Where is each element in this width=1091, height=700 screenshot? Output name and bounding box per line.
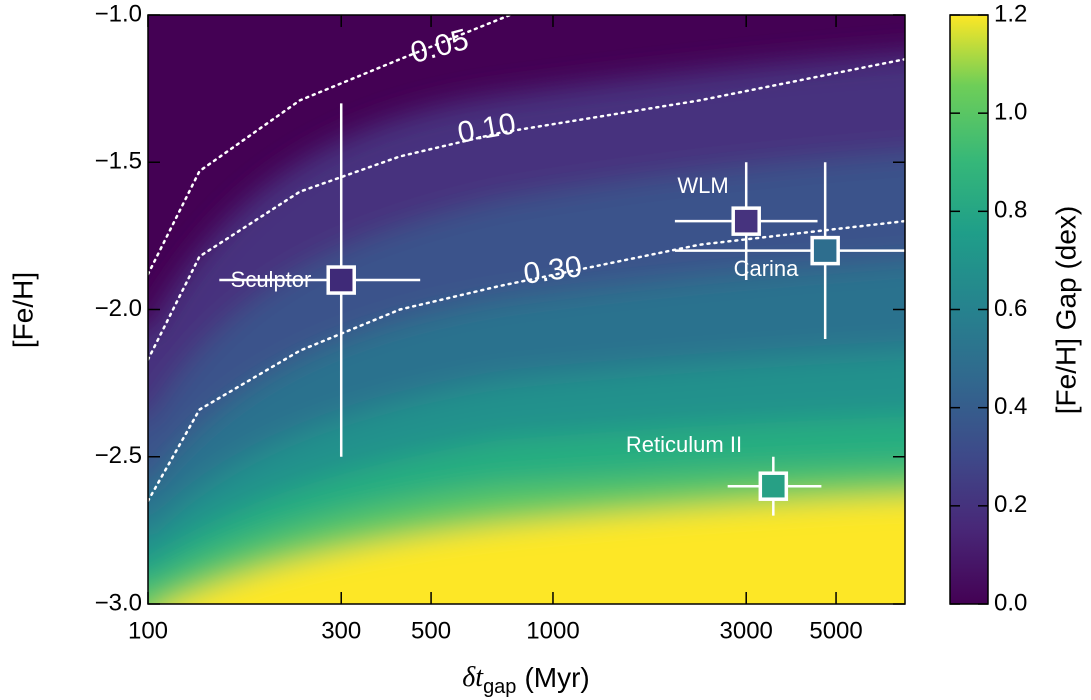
colorbar-tick-label: 1.0	[994, 99, 1027, 126]
y-tick-label: −1.5	[95, 148, 142, 175]
y-tick-label: −3.0	[95, 589, 142, 616]
colorbar-tick-label: 0.8	[994, 197, 1027, 224]
point-marker	[731, 206, 761, 236]
colorbar-tick-label: 0.4	[994, 393, 1027, 420]
colorbar-tick-label: 0.2	[994, 491, 1027, 518]
colorbar-tick-label: 1.2	[994, 0, 1027, 27]
x-tick-label: 1000	[526, 617, 579, 644]
x-axis-label: δtgap (Myr)	[462, 662, 589, 698]
x-tick-label: 300	[321, 617, 361, 644]
y-tick-label: −2.5	[95, 442, 142, 469]
point-label: Reticulum II	[626, 432, 742, 457]
colorbar-tick-label: 0.6	[994, 295, 1027, 322]
x-label-sub: gap	[483, 676, 516, 698]
point-marker	[810, 235, 840, 266]
x-tick-label: 500	[411, 617, 451, 644]
y-axis-label: [Fe/H]	[7, 272, 38, 348]
contour-line	[146, 13, 512, 276]
x-tick-label: 5000	[809, 617, 862, 644]
x-label-unit: (Myr)	[524, 662, 589, 693]
contour-line	[146, 57, 907, 361]
point-label: Carina	[734, 256, 800, 281]
point-label: WLM	[677, 173, 728, 198]
heatmap	[148, 15, 905, 604]
y-tick-label: −1.0	[95, 0, 142, 27]
point-label: Sculptor	[231, 267, 312, 292]
point-marker	[758, 471, 789, 501]
y-tick-label: −2.0	[95, 295, 142, 322]
contour-line	[146, 219, 907, 503]
colorbar-label: [Fe/H] Gap (dex)	[1050, 206, 1081, 415]
point-marker	[326, 265, 356, 295]
x-tick-label: 3000	[720, 617, 773, 644]
x-tick-label: 100	[128, 617, 168, 644]
contour-label: 0.30	[522, 250, 584, 291]
colorbar-tick-label: 0.0	[994, 589, 1027, 616]
x-label-main: δt	[462, 662, 484, 693]
plot-frame	[147, 14, 906, 605]
